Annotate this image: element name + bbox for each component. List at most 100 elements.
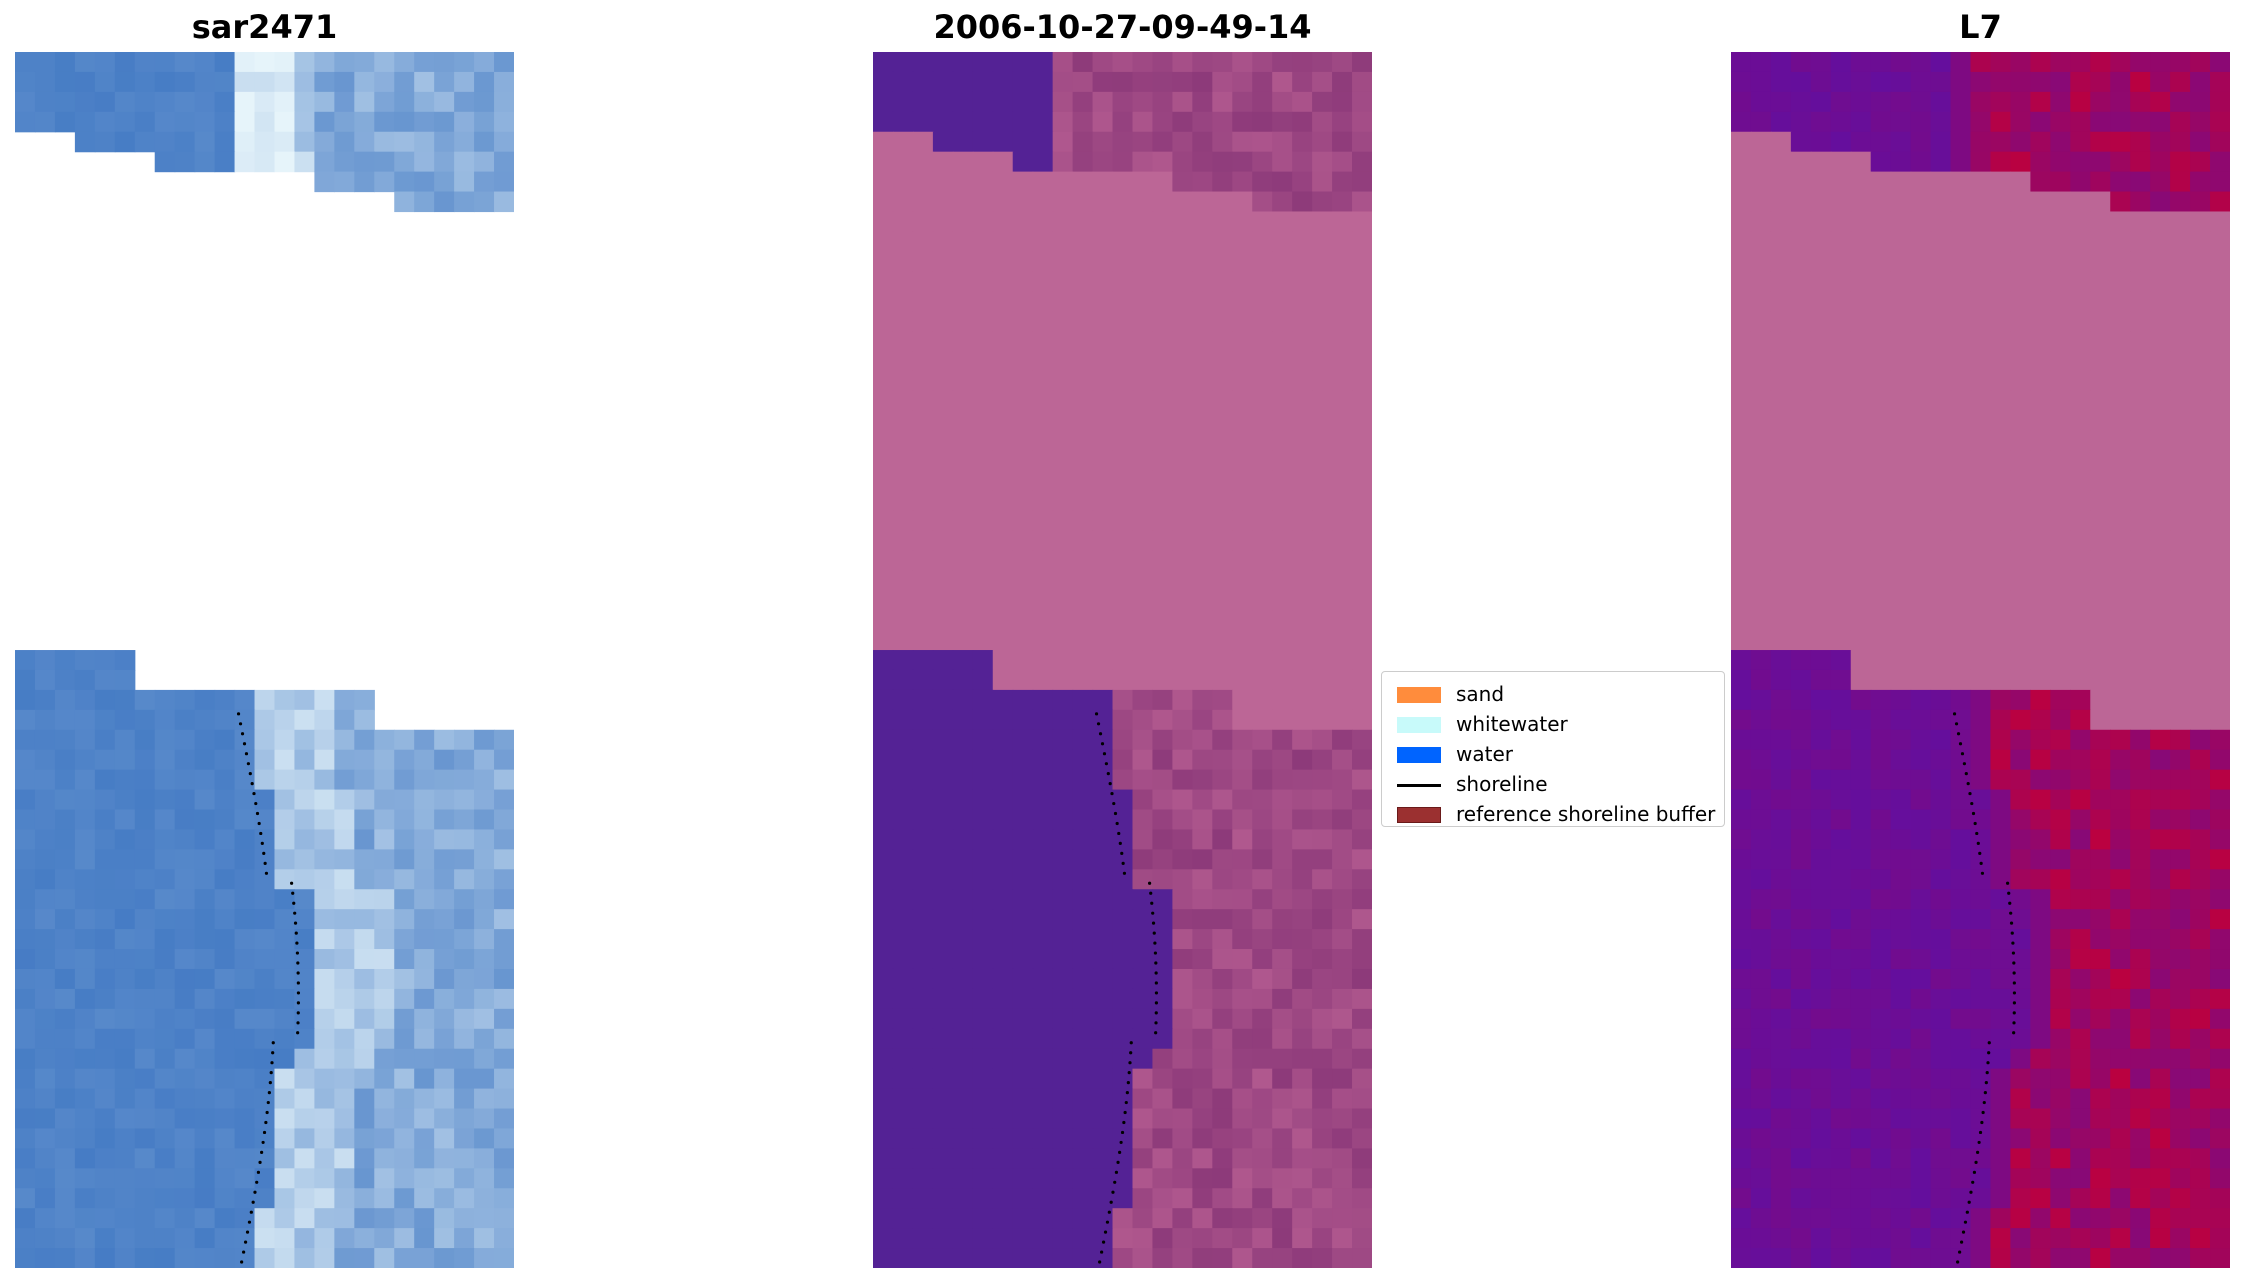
pixel-cell <box>1930 450 1952 472</box>
pixel-cell <box>2030 251 2051 272</box>
pixel-cell <box>34 111 56 133</box>
pixel-cell <box>1252 689 1273 711</box>
pixel-cell <box>134 968 156 990</box>
pixel-cell <box>2010 1128 2031 1149</box>
pixel-cell <box>873 1128 894 1149</box>
pixel-cell <box>1850 171 1872 193</box>
pixel-cell <box>1112 131 1134 153</box>
pixel-cell <box>214 1008 236 1030</box>
pixel-cell <box>1352 988 1372 1010</box>
pixel-cell <box>912 450 934 472</box>
pixel-cell <box>873 370 894 392</box>
pixel-cell <box>1072 251 1094 272</box>
shoreline-point <box>268 1081 272 1085</box>
pixel-cell <box>1850 1188 1872 1209</box>
pixel-cell <box>1312 610 1333 631</box>
pixel-cell <box>2010 650 2031 671</box>
pixel-cell <box>1910 809 1932 831</box>
pixel-cell <box>1332 231 1353 252</box>
pixel-cell <box>1212 1188 1233 1209</box>
pixel-cell <box>2070 410 2091 432</box>
pixel-cell <box>2190 1068 2211 1090</box>
pixel-cell <box>2210 869 2230 890</box>
pixel-cell <box>1950 889 1972 910</box>
pixel-cell <box>1810 1068 1832 1090</box>
pixel-cell <box>134 1108 156 1130</box>
pixel-cell <box>2150 1028 2171 1050</box>
pixel-cell <box>1790 909 1812 930</box>
pixel-cell <box>354 1068 375 1090</box>
pixel-cell <box>892 968 914 990</box>
pixel-cell <box>912 151 934 173</box>
pixel-cell <box>1970 111 1992 133</box>
pixel-cell <box>2170 510 2191 532</box>
pixel-cell <box>1292 111 1313 133</box>
pixel-cell <box>1132 550 1154 571</box>
shoreline-point <box>240 1260 244 1264</box>
pixel-cell <box>1810 331 1832 352</box>
pixel-cell <box>1750 1148 1772 1169</box>
pixel-cell <box>1750 1008 1772 1030</box>
pixel-cell <box>1092 450 1114 472</box>
shoreline-point <box>271 1051 275 1055</box>
pixel-cell <box>1950 91 1972 113</box>
pixel-cell <box>1810 929 1832 950</box>
pixel-cell <box>1332 1128 1353 1149</box>
pixel-cell <box>1810 789 1832 811</box>
pixel-cell <box>1232 1168 1253 1189</box>
pixel-cell <box>1810 231 1832 252</box>
pixel-cell <box>2110 1108 2131 1130</box>
pixel-cell <box>2030 729 2051 751</box>
pixel-cell <box>912 111 934 133</box>
pixel-cell <box>1092 889 1114 910</box>
pixel-cell <box>1830 929 1852 950</box>
pixel-cell <box>1830 390 1852 412</box>
pixel-cell <box>1272 550 1293 571</box>
pixel-cell <box>1970 769 1992 791</box>
pixel-cell <box>972 1048 994 1070</box>
pixel-cell <box>394 749 415 771</box>
pixel-cell <box>15 949 36 970</box>
pixel-cell <box>892 510 914 532</box>
pixel-cell <box>1192 889 1213 910</box>
pixel-cell <box>1790 211 1812 233</box>
pixel-cell <box>1970 1128 1992 1149</box>
pixel-cell <box>1850 1048 1872 1070</box>
pixel-cell <box>1032 1088 1054 1110</box>
pixel-cell <box>1850 191 1872 213</box>
pixel-cell <box>1750 351 1772 372</box>
pixel-cell <box>1092 1168 1114 1189</box>
pixel-cell <box>1032 1068 1054 1090</box>
pixel-cell <box>1032 729 1054 751</box>
pixel-cell <box>1312 749 1333 771</box>
pixel-cell <box>912 829 934 850</box>
pixel-cell <box>214 749 236 771</box>
pixel-cell <box>414 849 435 870</box>
pixel-cell <box>2030 430 2051 452</box>
pixel-cell <box>1052 1088 1074 1110</box>
shoreline-point <box>296 1001 300 1005</box>
pixel-cell <box>1072 1068 1094 1090</box>
pixel-cell <box>1930 71 1952 93</box>
pixel-cell <box>1970 52 1992 73</box>
pixel-cell <box>1950 450 1972 472</box>
pixel-cell <box>892 1228 914 1249</box>
pixel-cell <box>2010 131 2031 153</box>
pixel-cell <box>374 171 395 193</box>
pixel-cell <box>1212 1048 1233 1070</box>
pixel-cell <box>1810 590 1832 611</box>
pixel-cell <box>2130 91 2151 113</box>
pixel-cell <box>1092 91 1114 113</box>
pixel-cell <box>873 1028 894 1050</box>
pixel-cell <box>873 410 894 432</box>
pixel-cell <box>1750 1168 1772 1189</box>
pixel-cell <box>1990 1048 2012 1070</box>
pixel-cell <box>1152 171 1173 193</box>
pixel-cell <box>1731 809 1752 831</box>
pixel-cell <box>952 111 974 133</box>
pixel-cell <box>892 1248 914 1268</box>
pixel-cell <box>1790 311 1812 332</box>
pixel-cell <box>1052 410 1074 432</box>
pixel-cell <box>1990 151 2012 173</box>
pixel-cell <box>494 1108 514 1130</box>
